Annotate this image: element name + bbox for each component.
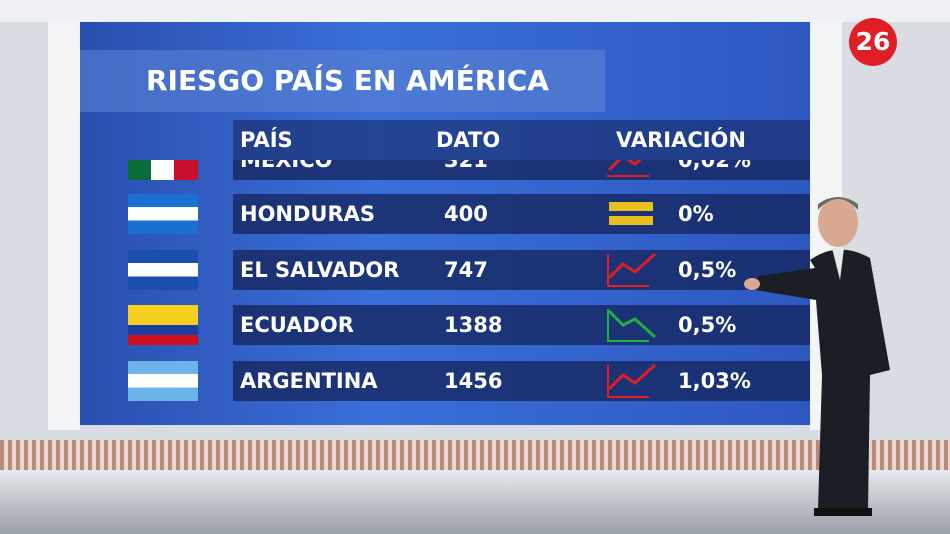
title: RIESGO PAÍS EN AMÉRICA xyxy=(80,50,605,112)
variation: 0,5% xyxy=(678,258,737,282)
column-header: VARIACIÓN xyxy=(616,128,746,152)
table-body: MÉXICO 321 0,02% HONDURAS 400 0% EL SALV… xyxy=(80,160,810,425)
column-header: PAÍS xyxy=(240,128,293,152)
country: ECUADOR xyxy=(240,313,354,337)
screen: RIESGO PAÍS EN AMÉRICA PAÍS DATO VARIACI… xyxy=(80,22,810,425)
value: 1456 xyxy=(444,369,503,393)
trend-icon xyxy=(607,252,657,287)
stage xyxy=(0,470,950,534)
flag xyxy=(128,160,198,180)
trend-icon xyxy=(607,363,657,398)
variation: 0% xyxy=(678,202,714,226)
value: 400 xyxy=(444,202,488,226)
header-band xyxy=(233,120,810,160)
flag xyxy=(128,250,198,290)
country: HONDURAS xyxy=(240,202,376,226)
pillar xyxy=(48,20,80,430)
variation: 0,02% xyxy=(678,160,751,172)
country: MÉXICO xyxy=(240,160,333,172)
variation: 0,5% xyxy=(678,313,737,337)
variation: 1,03% xyxy=(678,369,751,393)
flag xyxy=(128,305,198,345)
country: ARGENTINA xyxy=(240,369,378,393)
value: 747 xyxy=(444,258,488,282)
flag xyxy=(128,361,198,401)
ceiling xyxy=(0,0,950,22)
country: EL SALVADOR xyxy=(240,258,400,282)
presenter xyxy=(744,197,890,516)
value: 321 xyxy=(444,160,488,172)
column-header: DATO xyxy=(436,128,501,152)
trend-icon xyxy=(609,202,653,225)
floor xyxy=(0,440,950,470)
trend-icon xyxy=(607,160,649,177)
flag xyxy=(128,194,198,234)
value: 1388 xyxy=(444,313,503,337)
trend-icon xyxy=(607,309,657,342)
channel-logo: 26 xyxy=(849,18,897,66)
